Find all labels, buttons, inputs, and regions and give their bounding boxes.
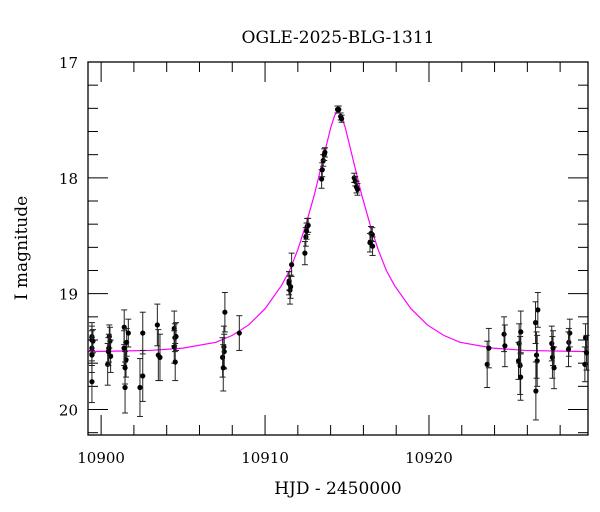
point-marker	[518, 374, 524, 380]
point-marker	[157, 354, 163, 360]
point-marker	[219, 354, 226, 360]
data-point	[565, 331, 572, 368]
point-marker	[125, 330, 131, 336]
y-tick-label: 17	[59, 54, 78, 72]
data-point	[354, 183, 361, 196]
point-marker	[222, 309, 228, 315]
model-curve	[87, 109, 589, 353]
point-marker	[89, 352, 95, 358]
data-point	[533, 331, 540, 379]
point-marker	[173, 333, 179, 340]
point-marker	[122, 365, 128, 371]
y-tick-label: 19	[59, 286, 78, 304]
point-marker	[302, 250, 308, 256]
point-marker	[122, 384, 128, 391]
data-point	[319, 162, 326, 178]
point-marker	[535, 307, 541, 313]
point-marker	[140, 373, 146, 379]
y-tick-label: 18	[59, 170, 78, 188]
point-marker	[286, 280, 292, 286]
point-marker	[322, 149, 328, 155]
data-point	[285, 271, 292, 296]
point-marker	[140, 330, 146, 336]
point-marker	[89, 379, 95, 385]
chart-title: OGLE-2025-BLG-1311	[242, 28, 435, 48]
point-marker	[551, 365, 557, 371]
point-marker	[220, 365, 226, 371]
point-marker	[565, 346, 572, 352]
point-marker	[354, 186, 361, 193]
point-marker	[501, 331, 507, 337]
x-tick-label: 10900	[77, 449, 125, 467]
y-axis-label: I magnitude	[12, 196, 32, 300]
data-point	[221, 292, 228, 333]
data-point	[139, 349, 146, 402]
data-point	[107, 339, 114, 373]
plot-frame	[87, 61, 589, 436]
point-marker	[303, 228, 310, 234]
point-marker	[518, 329, 524, 335]
x-tick-label: 10910	[241, 449, 289, 467]
point-marker	[236, 330, 242, 336]
data-point	[122, 351, 129, 385]
point-marker	[486, 345, 492, 351]
data-point	[236, 315, 243, 351]
data-point	[550, 330, 557, 366]
point-marker	[502, 343, 508, 349]
data-point	[139, 311, 146, 355]
data-point	[136, 358, 143, 417]
data-point	[105, 337, 112, 366]
point-marker	[532, 320, 539, 326]
point-marker	[534, 358, 540, 364]
data-point	[517, 353, 524, 401]
data-point	[88, 337, 95, 373]
data-point	[532, 301, 539, 344]
point-marker	[319, 176, 325, 182]
point-marker	[339, 116, 345, 122]
y-tick-label: 20	[59, 402, 78, 420]
point-marker	[137, 384, 143, 391]
x-tick-label: 10920	[405, 449, 453, 467]
point-marker	[336, 106, 342, 113]
point-marker	[303, 234, 309, 240]
point-marker	[154, 322, 160, 328]
x-axis-label: HJD - 2450000	[274, 479, 402, 499]
point-marker	[319, 167, 325, 173]
point-marker	[108, 353, 114, 359]
point-marker	[121, 324, 127, 330]
point-marker	[121, 345, 127, 351]
point-marker	[105, 348, 111, 355]
data-point	[154, 303, 161, 347]
data-point	[288, 252, 295, 277]
data-point	[532, 361, 539, 421]
point-marker	[369, 243, 376, 249]
data-point	[485, 327, 492, 369]
data-point	[369, 236, 376, 256]
data-point	[220, 344, 227, 392]
data-point	[338, 114, 345, 123]
data-point	[156, 333, 163, 382]
point-marker	[567, 330, 573, 336]
point-marker	[289, 262, 295, 268]
data-point	[501, 324, 508, 368]
point-marker	[90, 338, 96, 344]
point-marker	[172, 359, 178, 365]
data-point	[301, 241, 308, 266]
point-marker	[550, 345, 556, 351]
point-marker	[171, 325, 177, 332]
point-marker	[533, 352, 540, 358]
data-point	[321, 147, 328, 158]
data-point	[303, 222, 310, 240]
data-point	[172, 342, 179, 382]
point-marker	[533, 388, 539, 394]
point-marker	[549, 340, 555, 347]
point-marker	[171, 344, 177, 350]
